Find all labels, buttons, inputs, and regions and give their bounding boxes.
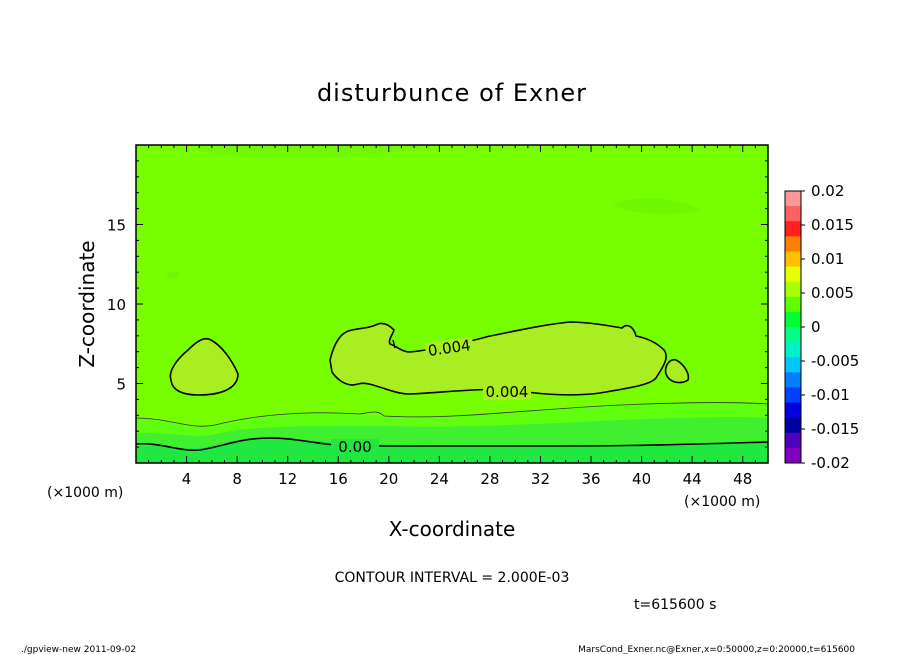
- x-tick-labels: 4 8 12 16 20 24 28 32 36 40 44 48: [182, 470, 752, 488]
- colorbar-swatch: [785, 236, 801, 252]
- colorbar-swatch: [785, 387, 801, 403]
- colorbar-swatch: [785, 296, 801, 313]
- colorbar-tick-label: 0: [811, 318, 821, 336]
- field-patch: [200, 145, 420, 159]
- contour-label-bg: [331, 439, 379, 455]
- colorbar: 0.02 0.015 0.01 0.005 0 -0.005 -0.01 -0.015 -0.0…: [784, 182, 859, 472]
- contour-0.002: [136, 402, 768, 427]
- colorbar-tick-label: -0.02: [811, 454, 850, 472]
- contour-label-bg: [483, 384, 531, 400]
- contour-0.004-3: [664, 358, 690, 384]
- x-tick-label: 32: [531, 470, 550, 488]
- high-region-1: [170, 338, 238, 395]
- field-patch: [166, 271, 180, 280]
- x-tick-label: 8: [232, 470, 242, 488]
- contour-label: 0.004: [427, 336, 472, 360]
- colorbar-swatch: [785, 206, 801, 222]
- footer-right: MarsCond_Exner.nc@Exner,x=0:50000,z=0:20…: [578, 645, 855, 654]
- colorbar-swatch: [785, 281, 801, 298]
- y-tick-label: 15: [107, 217, 126, 235]
- colorbar-swatch: [785, 342, 801, 358]
- contour-0.004-2: [329, 321, 667, 396]
- colorbar-swatch: [785, 191, 801, 207]
- colorbar-tick-label: -0.01: [811, 386, 850, 404]
- y-axis-label: Z-coordinate: [75, 240, 99, 367]
- high-region-2: [330, 322, 667, 395]
- y-tick-label: 10: [107, 296, 126, 314]
- contour-notch: [392, 339, 396, 349]
- colorbar-swatch: [785, 327, 801, 343]
- contour-label: 0.004: [486, 383, 529, 401]
- colorbar-tick-label: 0.01: [811, 250, 844, 268]
- colorbar-swatch: [785, 357, 801, 373]
- colorbar-swatch: [785, 402, 801, 418]
- x-tick-label: 12: [278, 470, 297, 488]
- low-band-3: [136, 438, 768, 463]
- x-tick-label: 24: [430, 470, 449, 488]
- x-tick-label: 28: [480, 470, 499, 488]
- contour-interval-text: CONTOUR INTERVAL = 2.000E-03: [335, 570, 570, 586]
- colorbar-swatch: [785, 372, 801, 388]
- x-tick-label: 40: [632, 470, 651, 488]
- x-axis-label: X-coordinate: [389, 517, 516, 541]
- x-tick-label: 4: [182, 470, 192, 488]
- colorbar-tick-label: -0.015: [811, 420, 859, 438]
- colorbar-tick-label: 0.005: [811, 284, 854, 302]
- contour-0.004-1: [169, 337, 239, 396]
- colorbar-tick-label: -0.005: [811, 352, 859, 370]
- colorbar-swatch: [785, 311, 801, 328]
- x-axis-unit: (×1000 m): [684, 494, 760, 510]
- colorbar-swatch: [785, 417, 801, 434]
- contour-label-bg: [424, 336, 475, 360]
- x-tick-label: 16: [329, 470, 348, 488]
- colorbar-swatch: [785, 266, 801, 282]
- x-tick-label: 20: [379, 470, 398, 488]
- y-tick-label: 5: [116, 376, 126, 394]
- colorbar-swatch: [785, 447, 801, 464]
- x-tick-label: 36: [581, 470, 600, 488]
- x-tick-label: 48: [733, 470, 752, 488]
- time-text: t=615600 s: [634, 597, 716, 613]
- colorbar-swatch: [785, 251, 801, 267]
- x-tick-label: 44: [683, 470, 702, 488]
- colorbar-tick-label: 0.015: [811, 216, 854, 234]
- colorbar-swatch: [785, 432, 801, 449]
- colorbar-tick-label: 0.02: [811, 182, 844, 200]
- contour-label: 0.00: [338, 438, 371, 456]
- chart-title: disturbunce of Exner: [317, 79, 587, 107]
- footer-left: ./gpview-new 2011-09-02: [21, 645, 136, 654]
- y-axis-unit: (×1000 m): [47, 485, 123, 501]
- field-patch: [612, 198, 700, 215]
- field-layer: [136, 145, 768, 463]
- colorbar-swatch: [785, 221, 801, 237]
- y-tick-labels: 5 10 15: [107, 217, 126, 394]
- plot-area: 0.004 0.004 0.00: [135, 144, 769, 464]
